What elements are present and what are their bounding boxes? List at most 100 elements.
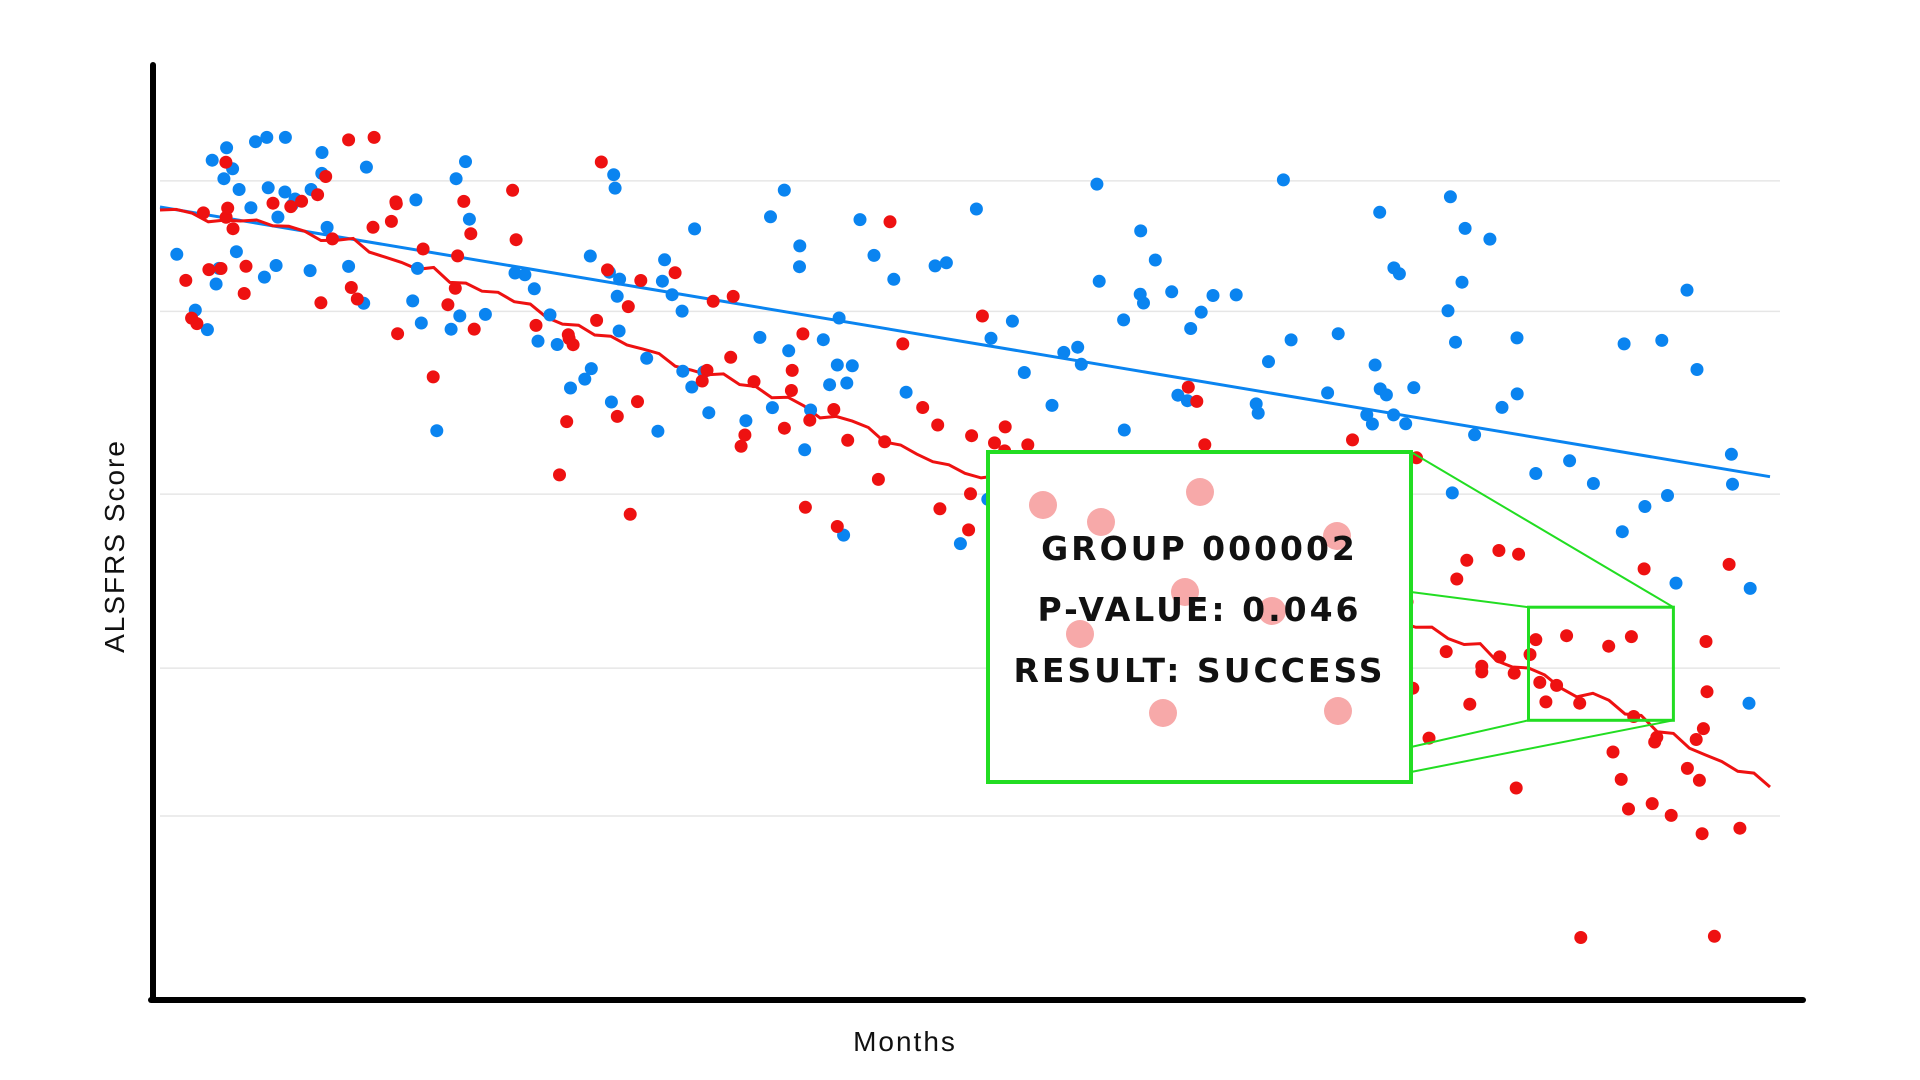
blue-point [564,381,577,395]
red-point [1622,802,1635,816]
blue-point [1655,333,1669,347]
red-point [1573,696,1587,710]
red-point [590,313,604,327]
blue-point [1092,274,1106,288]
blue-point [1407,381,1421,395]
blue-point [527,282,541,296]
blue-point [518,268,532,282]
red-point [448,281,462,295]
red-point [706,294,720,308]
red-point [965,429,979,443]
blue-point [765,401,779,415]
blue-point [658,253,672,267]
blue-point [244,201,258,215]
red-point [1463,697,1477,711]
blue-point [1399,417,1413,431]
blue-point [1368,358,1382,372]
blue-point [459,155,472,169]
red-point [1475,659,1489,673]
red-point [796,327,810,341]
blue-point [612,324,626,338]
red-point [416,242,430,256]
blue-point [220,141,234,155]
blue-point [269,259,283,272]
red-point [610,409,624,423]
blue-point [271,210,285,224]
red-point [1664,808,1678,822]
red-point [391,327,405,341]
blue-point [583,249,597,263]
blue-point [1661,489,1674,502]
blue-point [1117,423,1131,437]
x-axis-label: Months [853,1026,957,1057]
red-point [998,420,1012,434]
red-point [506,183,520,197]
blue-point [209,277,223,291]
red-point [1560,629,1574,643]
blue-point [1276,173,1290,187]
zoom-connector [1410,719,1674,773]
blue-point [414,316,428,330]
red-point [196,206,210,220]
blue-point [887,272,901,286]
blue-point [1387,408,1401,422]
blue-point [411,261,424,275]
blue-point [804,403,818,417]
blue-point [1321,386,1335,400]
red-point [1699,635,1713,648]
red-point [931,418,945,432]
red-point [295,194,309,208]
blue-point [550,338,564,351]
blue-point [853,213,867,227]
red-point [566,338,580,352]
blue-point [1284,333,1298,347]
red-point [668,266,682,280]
red-point [214,262,228,275]
blue-point [655,274,669,288]
blue-point [665,288,679,302]
blue-point [984,331,998,345]
blue-point [1373,205,1387,219]
red-point [325,232,339,246]
zoomed-point [1186,478,1214,506]
blue-point [342,259,356,273]
red-point [284,200,298,214]
blue-point [607,168,621,182]
blue-point [1373,382,1387,396]
blue-point [793,260,806,274]
red-point [1624,630,1638,644]
red-point [1533,675,1547,689]
blue-point [840,376,854,390]
red-point [239,259,253,273]
red-point [1507,666,1521,680]
red-point [1733,821,1747,835]
red-point [1700,685,1714,699]
blue-point [739,414,753,428]
blue-point [688,222,702,236]
blue-point [1184,322,1198,335]
blue-point [1017,366,1031,379]
blue-point [1045,398,1059,412]
blue-point [1458,221,1472,235]
blue-point [444,322,458,336]
red-point [1529,633,1543,647]
blue-point [1148,253,1162,267]
red-point [1695,827,1709,841]
red-point [827,403,841,416]
blue-point [1229,288,1243,302]
blue-point [1180,394,1194,408]
blue-point [217,172,231,186]
zoomed-point [1029,491,1057,519]
red-point [219,155,233,169]
blue-point [278,185,292,199]
red-point [1190,394,1204,408]
red-point [1509,781,1523,795]
blue-point [249,135,262,149]
red-point [777,421,791,435]
red-point [179,273,193,287]
red-point [237,287,251,300]
blue-point [1445,486,1459,500]
blue-point [1449,335,1462,349]
blue-point [1455,275,1469,289]
